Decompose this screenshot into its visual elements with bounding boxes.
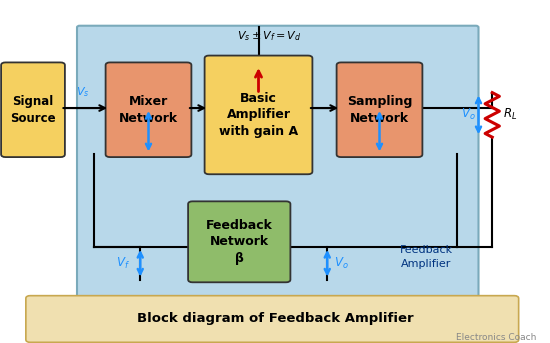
Text: $V_f$: $V_f$ [117,256,130,271]
Text: $V_o$: $V_o$ [334,256,349,271]
FancyBboxPatch shape [205,56,312,174]
Text: Block diagram of Feedback Amplifier: Block diagram of Feedback Amplifier [137,312,413,326]
Text: Basic
Amplifier
with gain A: Basic Amplifier with gain A [219,92,298,138]
Text: Sampling
Network: Sampling Network [347,95,412,125]
Text: $V_s$: $V_s$ [76,86,89,99]
Text: $V_o$: $V_o$ [461,107,476,122]
Text: $R_L$: $R_L$ [503,107,518,122]
FancyBboxPatch shape [1,62,65,157]
Text: Feedback
Amplifier: Feedback Amplifier [400,245,453,269]
FancyBboxPatch shape [77,26,478,314]
FancyBboxPatch shape [188,201,290,282]
Text: Mixer
Network: Mixer Network [119,95,178,125]
Text: Electronics Coach: Electronics Coach [456,333,536,342]
Text: Feedback
Network
β: Feedback Network β [206,219,273,265]
Text: Signal
Source: Signal Source [10,95,56,125]
FancyBboxPatch shape [26,296,519,342]
Text: $V_s \pm V_f = V_d$: $V_s \pm V_f = V_d$ [237,29,302,43]
FancyBboxPatch shape [106,62,191,157]
FancyBboxPatch shape [337,62,422,157]
